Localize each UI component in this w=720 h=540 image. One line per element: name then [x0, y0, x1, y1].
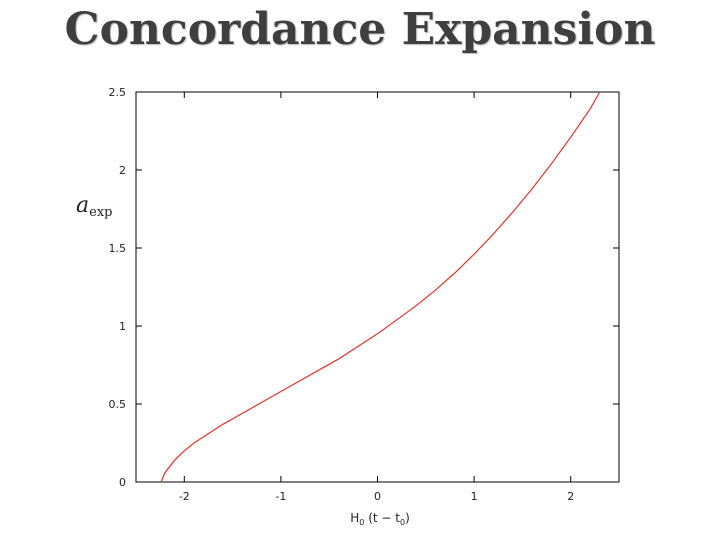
x-tick-label: -2 — [179, 490, 190, 503]
plot-frame — [135, 91, 620, 483]
y-tick-label: 1 — [119, 320, 126, 333]
y-tick-label: 1.5 — [109, 242, 127, 255]
y-tick-label: 2.5 — [109, 86, 127, 99]
y-tick-label: 0.5 — [109, 398, 127, 411]
x-tick-label: 0 — [374, 490, 381, 503]
y-axis-label-sub: exp — [89, 205, 112, 220]
x-ticks: -2 -1 0 1 2 — [179, 92, 574, 503]
x-axis-label-mid: (t − t — [364, 511, 400, 525]
series-layer — [160, 91, 601, 483]
x-axis-label-end: ) — [405, 511, 410, 525]
x-axis-label-main: H — [350, 511, 359, 525]
x-axis-label: H0 (t − t0) — [350, 511, 410, 527]
slide-title: Concordance Expansion — [64, 4, 656, 55]
y-tick-label: 0 — [119, 476, 126, 489]
y-axis-label: aexp — [76, 193, 112, 220]
x-axis-label-sub0: 0 — [359, 518, 364, 527]
x-tick-label: -1 — [275, 490, 286, 503]
y-ticks: 0 0.5 1 1.5 2 2.5 — [109, 86, 619, 489]
y-axis-label-main: a — [76, 193, 89, 218]
x-tick-label: 2 — [567, 490, 574, 503]
y-tick-label: 2 — [119, 164, 126, 177]
series-line — [160, 91, 601, 483]
x-axis-label-sub1: 0 — [400, 518, 405, 527]
x-tick-label: 1 — [471, 490, 478, 503]
